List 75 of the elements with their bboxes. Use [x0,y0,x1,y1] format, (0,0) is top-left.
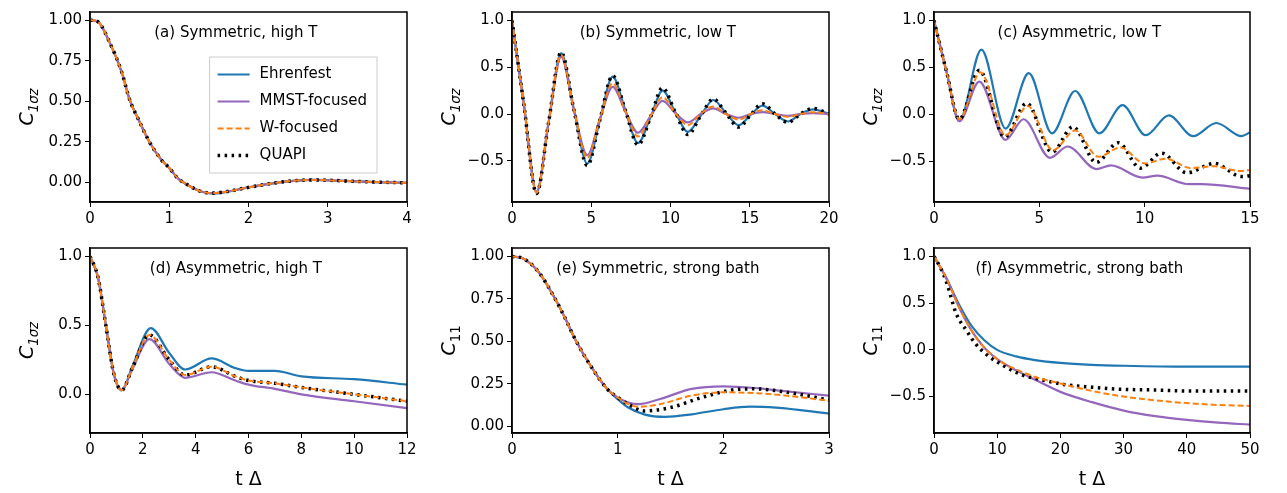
y-tick-label: 0.5 [902,57,926,76]
x-tick-label: 50 [1240,439,1260,458]
y-tick-label: 1.0 [902,10,926,29]
x-tick-label: 1 [612,439,623,458]
y-tick-label: 0.5 [902,293,926,312]
x-tick-label: 4 [190,439,201,458]
x-tick-label: 4 [402,208,412,227]
y-tick-label: 0.00 [470,416,504,435]
y-tick-label: 1.0 [902,246,926,265]
y-tick-label: 0.00 [48,172,82,191]
x-tick-label: 2 [138,439,148,458]
x-tick-label: 30 [1114,439,1134,458]
x-tick-label: 15 [1240,208,1260,227]
x-axis-title: t Δ [1078,466,1106,489]
y-axis-title: C1σz [15,320,41,360]
x-tick-label: 20 [1050,439,1070,458]
y-tick-label: −0.5 [467,150,504,169]
y-tick-label: 1.0 [58,246,82,265]
x-tick-label: 5 [586,208,597,227]
y-tick-label: 0.50 [48,91,82,110]
x-tick-label: 10 [344,439,364,458]
x-tick-label: 0 [507,439,517,458]
x-axis-title: t Δ [235,466,262,489]
y-tick-label: 0.0 [480,103,504,122]
y-axis-title: C11 [859,325,885,356]
y-tick-label: 0.0 [58,384,82,403]
x-tick-label: 12 [397,439,417,458]
text: (e) Symmetric, strong bath [556,259,760,277]
y-tick-label: 0.0 [902,104,926,123]
y-axis-title: C11 [437,325,463,356]
x-tick-label: 0 [929,208,939,227]
text: (a) Symmetric, high T [154,23,319,41]
legend-label: QUAPI [259,145,307,164]
legend-label: W-focused [259,118,339,137]
y-tick-label: 0.0 [902,339,926,358]
y-tick-label: 0.25 [48,131,82,150]
x-tick-label: 10 [987,439,1007,458]
y-tick-label: −0.5 [889,151,926,170]
x-tick-label: 0 [507,208,517,227]
y-tick-label: 0.5 [480,57,504,76]
x-tick-label: 0 [929,439,939,458]
x-tick-label: 2 [243,208,254,227]
text: (b) Symmetric, low T [579,23,737,41]
x-tick-label: 1 [164,208,175,227]
x-tick-label: 0 [85,439,95,458]
x-tick-label: 8 [296,439,307,458]
text: (d) Asymmetric, high T [149,259,323,277]
y-tick-label: 1.0 [480,10,504,29]
legend-label: MMST-focused [259,91,368,110]
x-tick-label: 10 [1135,208,1155,227]
y-tick-label: 0.5 [58,315,82,334]
y-tick-label: 0.75 [470,288,504,307]
x-tick-label: 5 [1034,208,1045,227]
x-tick-label: 40 [1177,439,1197,458]
y-axis-title: C1σz [437,87,463,126]
y-tick-label: −0.5 [889,386,926,405]
x-tick-label: 15 [740,208,760,227]
x-tick-label: 3 [824,439,834,458]
y-tick-label: 1.00 [470,246,504,265]
x-tick-label: 0 [85,208,95,227]
y-axis-title: C1σz [859,87,885,126]
y-tick-label: 0.25 [470,373,504,392]
y-tick-label: 0.50 [470,331,504,350]
x-axis-title: t Δ [657,466,684,489]
legend-label: Ehrenfest [259,64,332,83]
y-tick-label: 0.75 [48,50,82,69]
y-axis-title: C1σz [15,87,41,126]
y-tick-label: 1.00 [48,10,82,29]
text: (f) Asymmetric, strong bath [975,259,1184,277]
x-tick-label: 20 [819,208,839,227]
x-tick-label: 6 [243,439,254,458]
x-tick-label: 3 [322,208,333,227]
x-tick-label: 10 [660,208,681,227]
text: (c) Asymmetric, low T [997,23,1163,41]
x-tick-label: 2 [718,439,729,458]
